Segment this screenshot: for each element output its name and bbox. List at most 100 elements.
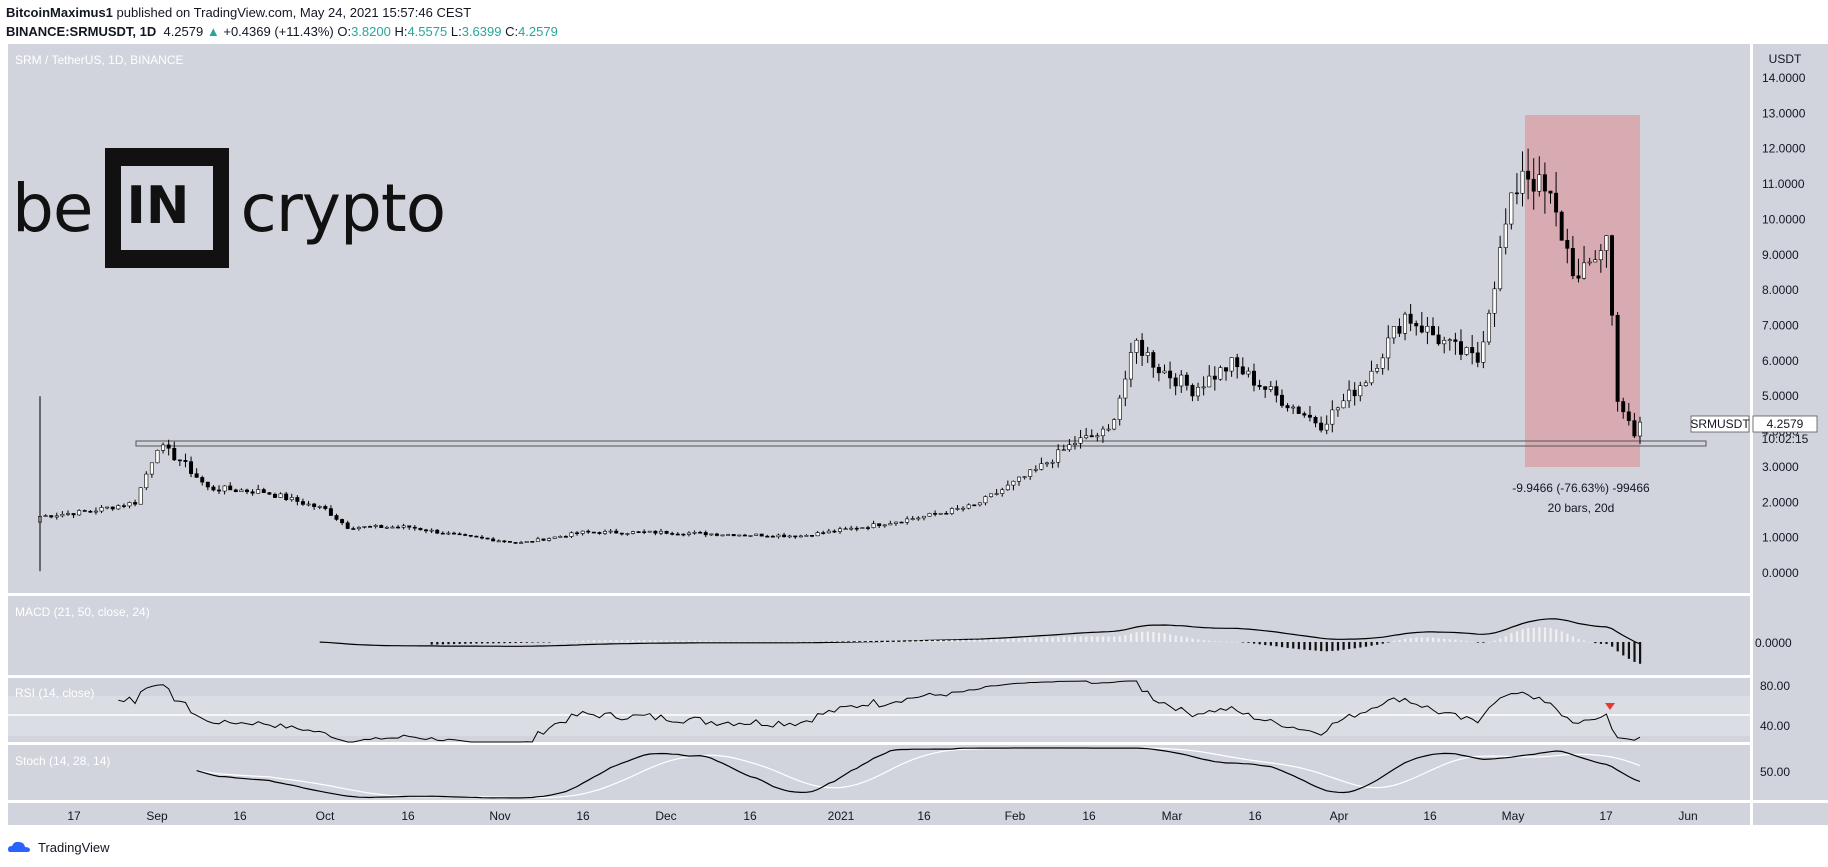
publish-info: published on TradingView.com, May 24, 20…: [116, 5, 472, 20]
candle-body: [653, 530, 658, 534]
low-label: L:: [450, 24, 462, 39]
macd-tick: 0.0000: [1755, 636, 1792, 650]
macd-bar: [665, 640, 668, 642]
date-tick: Apr: [1330, 809, 1349, 823]
price-tick: 14.0000: [1762, 71, 1806, 85]
macd-bar: [934, 640, 937, 642]
macd-bar: [805, 641, 808, 643]
macd-bar: [917, 640, 920, 642]
candle-body: [949, 508, 954, 514]
macd-bar: [1230, 641, 1233, 643]
candle-body: [105, 506, 110, 509]
candle-body: [966, 504, 971, 509]
candle-body: [586, 530, 591, 533]
macd-bar: [911, 640, 914, 642]
macd-bar: [1118, 636, 1121, 642]
macd-bar: [990, 639, 993, 642]
candle-body: [412, 526, 417, 529]
macd-bar: [1096, 636, 1099, 642]
macd-bar: [592, 640, 596, 642]
macd-bar: [1129, 633, 1133, 642]
macd-pane[interactable]: [8, 596, 1750, 675]
macd-bar: [1639, 642, 1642, 664]
candle-body: [440, 532, 445, 535]
candle-body: [228, 485, 233, 491]
candle-body: [642, 531, 647, 533]
macd-bar: [1594, 642, 1597, 644]
candle-body: [1302, 413, 1307, 416]
candle-body: [1067, 444, 1072, 451]
price-tick: 10.0000: [1762, 212, 1806, 226]
macd-bar: [1342, 642, 1345, 650]
macd-bar: [615, 640, 618, 642]
macd-bar: [1045, 637, 1049, 642]
candle-body: [233, 489, 238, 492]
macd-bar: [889, 640, 892, 642]
price-tag: [1752, 415, 1818, 433]
macd-bar: [766, 641, 769, 642]
candle-body: [1358, 385, 1363, 397]
candle-body: [446, 532, 451, 535]
macd-bar: [777, 641, 780, 643]
candle-body: [541, 538, 546, 541]
macd-bar: [978, 639, 982, 642]
candle-body: [368, 526, 373, 528]
candle-body: [1520, 170, 1525, 194]
macd-bar: [1202, 640, 1205, 642]
candle-body: [149, 462, 154, 475]
macd-line: [319, 618, 1641, 647]
candle-body: [675, 533, 680, 536]
date-tick: Feb: [1005, 809, 1026, 823]
stoch-pane[interactable]: [8, 745, 1750, 800]
macd-bar: [1398, 639, 1401, 642]
macd-bar: [1135, 632, 1138, 642]
candle-body: [1084, 435, 1089, 439]
author-name[interactable]: BitcoinMaximus1: [6, 5, 113, 20]
macd-bar: [626, 640, 629, 642]
macd-bar: [956, 639, 959, 642]
time-axis[interactable]: [8, 803, 1750, 825]
macd-bar: [464, 642, 467, 644]
candle-body: [821, 532, 826, 534]
macd-bar: [1420, 637, 1424, 642]
footer-brand[interactable]: TradingView: [38, 839, 110, 855]
candle-body: [1207, 375, 1212, 388]
candle-body: [1425, 326, 1430, 333]
candle-body: [854, 527, 859, 530]
stoch-pane-title: Stoch (14, 28, 14): [15, 754, 110, 768]
candle-body: [1386, 337, 1391, 359]
candle-body: [714, 533, 719, 536]
date-tick: 16: [917, 809, 931, 823]
candle-body: [1089, 435, 1094, 438]
macd-bar: [973, 639, 976, 642]
candle-body: [1218, 367, 1223, 380]
candle-body: [1604, 235, 1609, 251]
candle-body: [804, 535, 809, 537]
rsi-pane[interactable]: [8, 678, 1750, 742]
candle-body: [1548, 190, 1553, 194]
rsi-signal-marker: [1605, 703, 1615, 710]
macd-bar: [1113, 636, 1116, 642]
macd-bar: [743, 641, 747, 642]
macd-bar: [1549, 627, 1552, 642]
macd-bar: [1280, 642, 1284, 648]
candle-body: [575, 532, 580, 535]
candle-body: [200, 477, 205, 483]
candle-body: [88, 510, 93, 513]
macd-bar: [1415, 637, 1418, 642]
candle-body: [166, 444, 171, 449]
macd-bar: [1124, 635, 1127, 642]
macd-bar: [1543, 627, 1547, 642]
macd-bar: [1459, 640, 1463, 642]
measure-change: -9.9466 (-76.63%) -99466: [1512, 481, 1650, 495]
main-pane-title: SRM / TetherUS, 1D, BINANCE: [15, 53, 184, 67]
candle-body: [1151, 352, 1156, 368]
macd-bar: [598, 640, 601, 642]
candle-body: [1162, 370, 1167, 374]
candle-body: [463, 534, 468, 536]
date-tick: Jun: [1678, 809, 1697, 823]
candle-body: [300, 501, 305, 505]
candle-body: [1190, 385, 1195, 397]
date-tick: Oct: [316, 809, 335, 823]
